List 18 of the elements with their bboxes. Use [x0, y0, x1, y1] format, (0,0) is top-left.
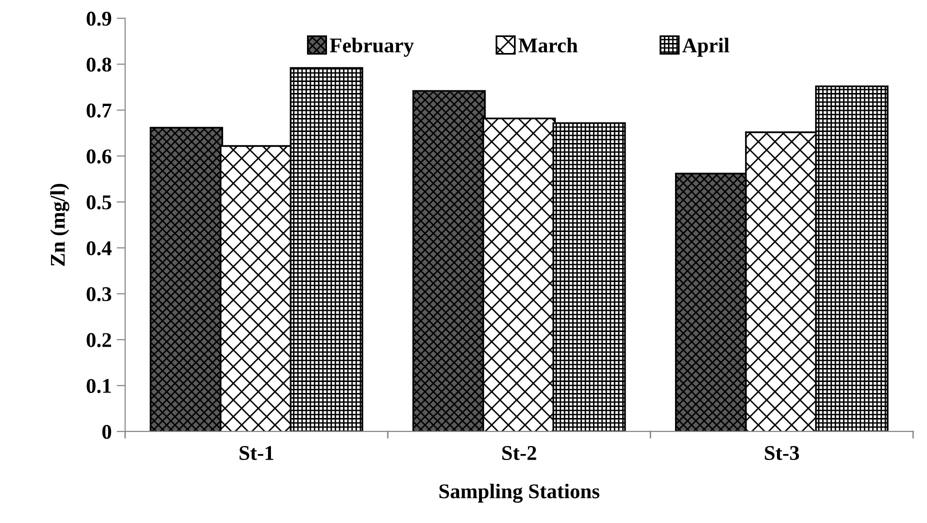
x-tick-label: St-1 — [240, 446, 274, 460]
x-tick-label: St-2 — [502, 446, 536, 460]
y-tick-label: 0 — [102, 424, 112, 439]
y-tick-label: 0.4 — [86, 241, 112, 256]
legend-label: April — [682, 38, 730, 57]
y-axis-title: Zn (mg/l) — [50, 184, 70, 266]
y-tick-label: 0.9 — [86, 12, 112, 26]
legend-label: March — [518, 38, 578, 52]
legend-label: February — [330, 38, 414, 57]
y-tick-label: 0.5 — [86, 195, 112, 210]
y-tick-label: 0.7 — [86, 103, 112, 118]
y-tick-label: 0.8 — [86, 58, 112, 72]
y-tick-label: 0.2 — [86, 333, 112, 348]
x-tick-label: St-3 — [764, 446, 799, 460]
y-tick-label: 0.6 — [86, 149, 112, 164]
y-tick-label: 0.1 — [86, 378, 111, 394]
y-tick-label: 0.3 — [86, 287, 112, 302]
x-axis-title: Sampling Stations — [439, 484, 600, 503]
